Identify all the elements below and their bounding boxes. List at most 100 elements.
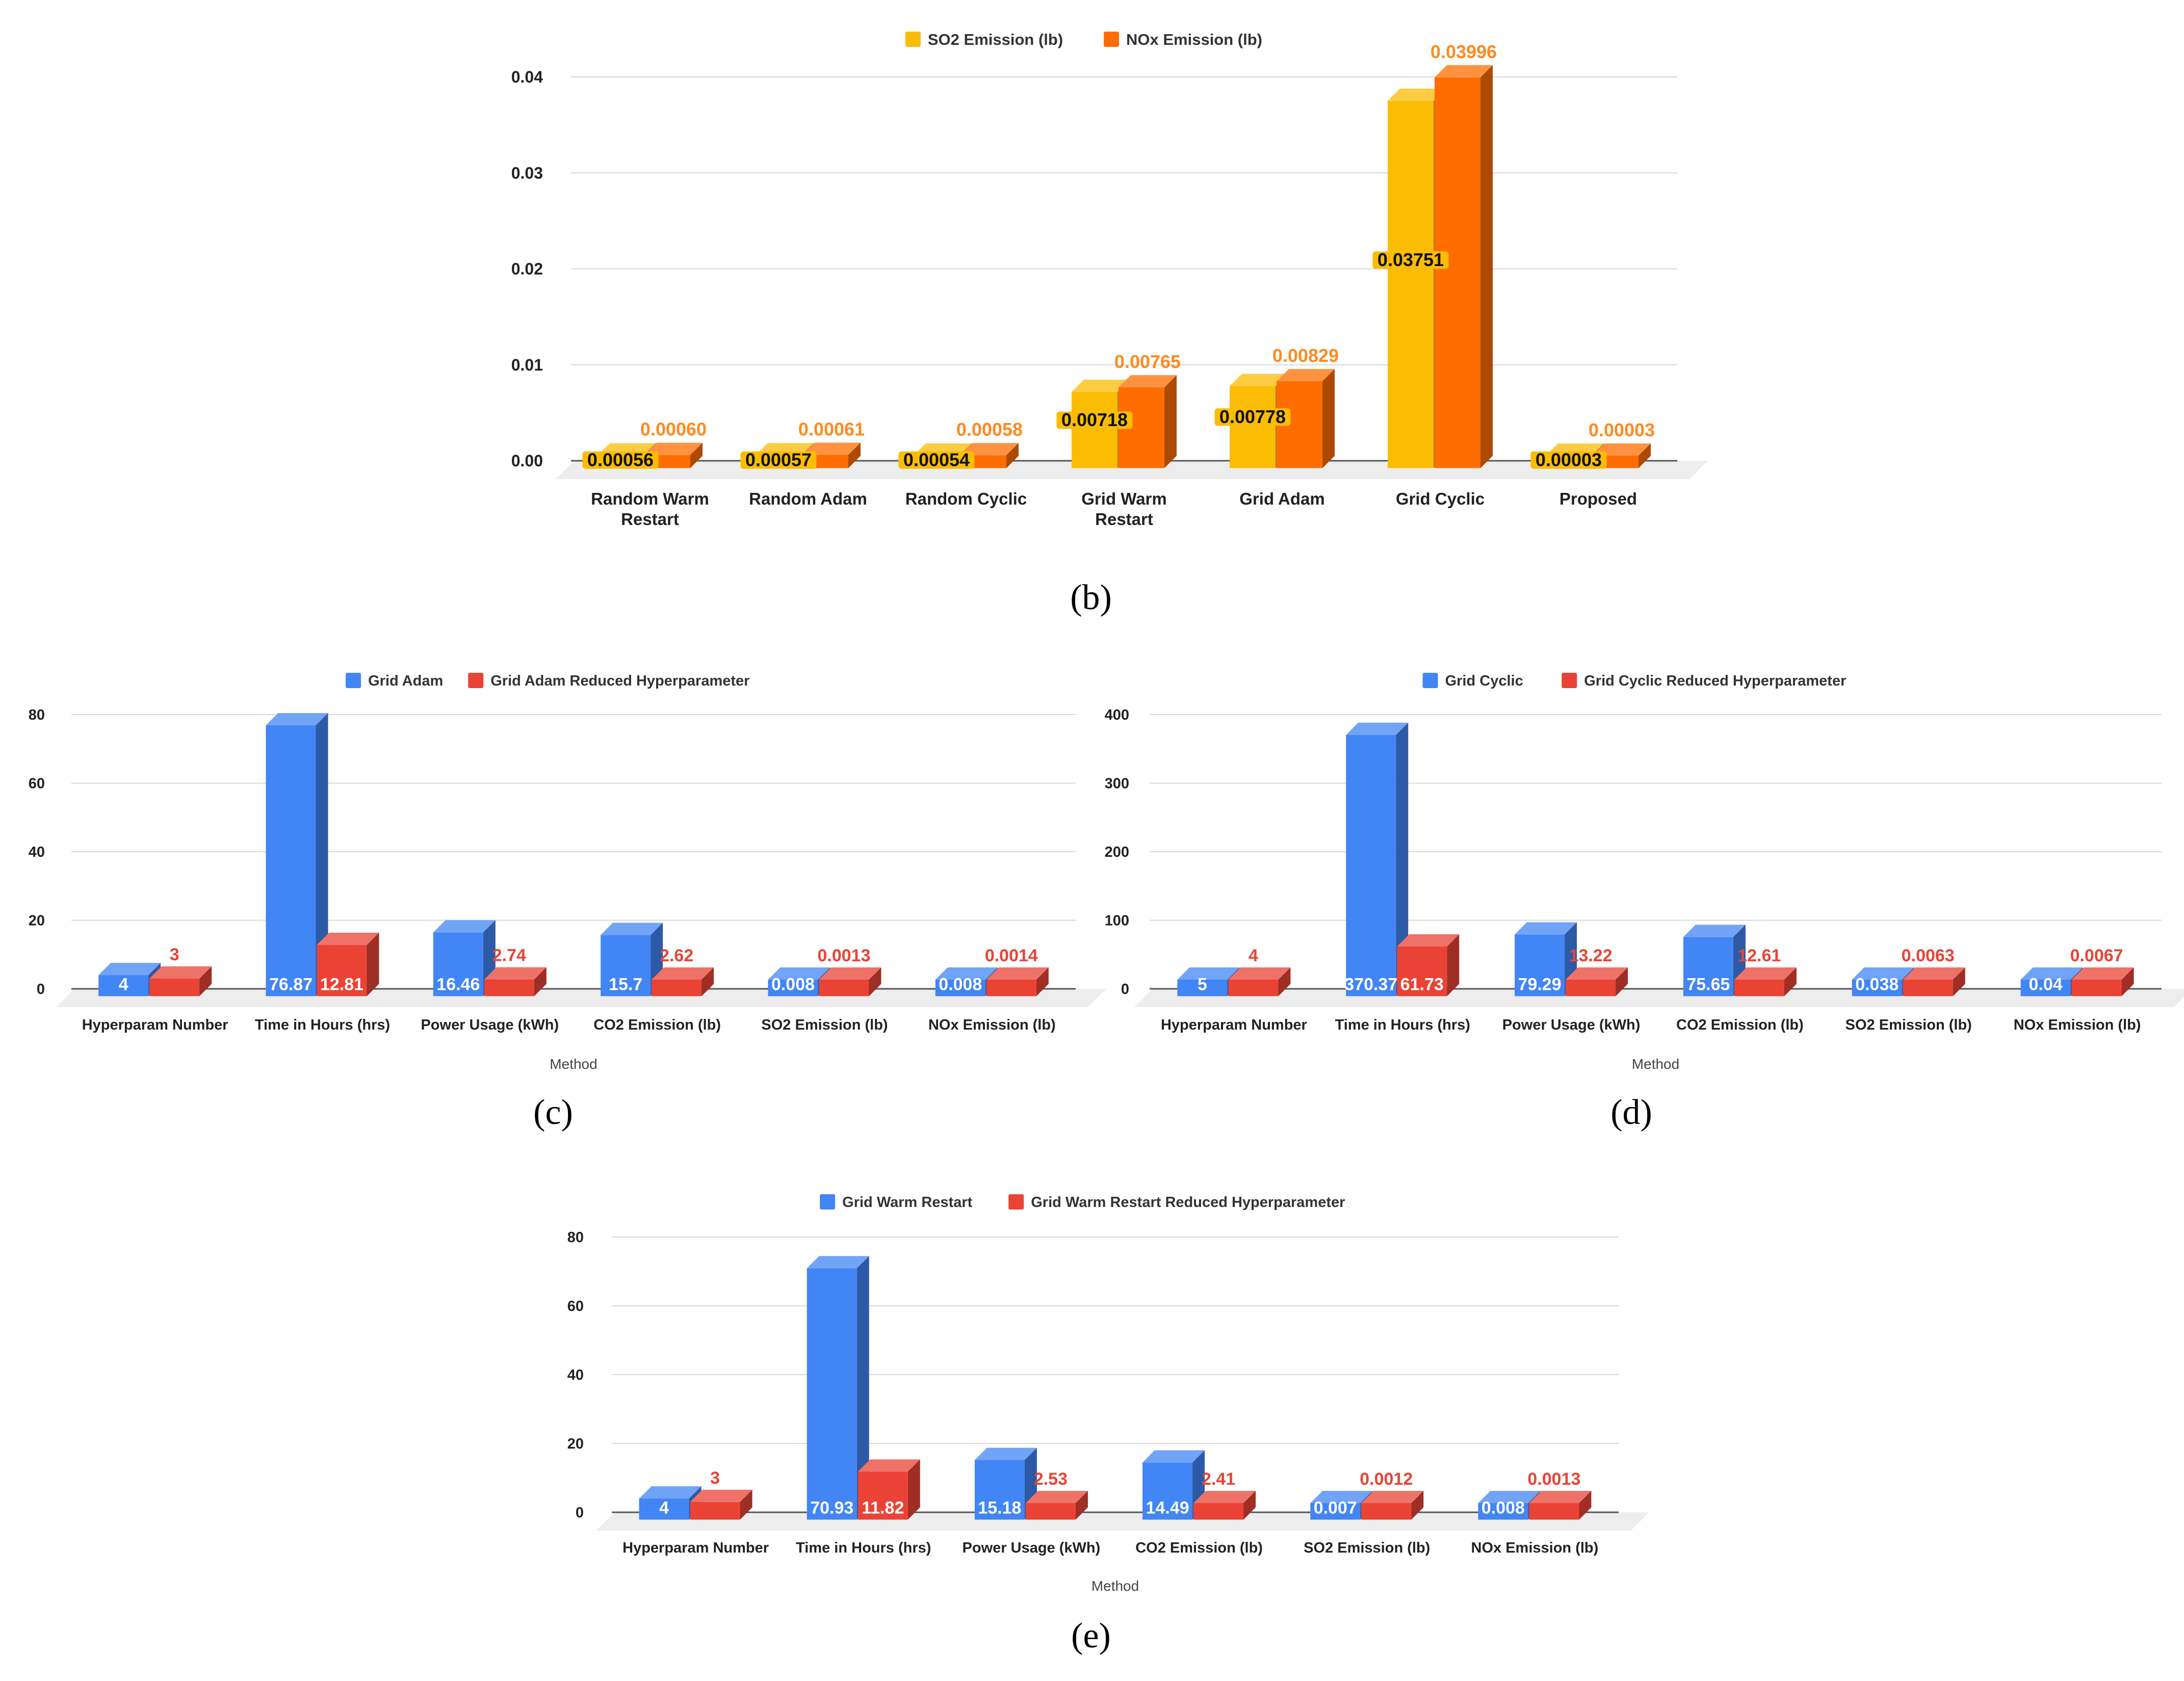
data-label: 0.0012 — [1360, 1469, 1413, 1489]
y-tick-label: 400 — [1105, 707, 1129, 723]
bar-c-2-0-front — [433, 932, 483, 996]
x-tick-label: Restart — [1095, 510, 1153, 529]
data-label-highlight — [740, 451, 817, 469]
data-label: 0.00054 — [903, 449, 970, 470]
bar-d-1-1-front — [1397, 946, 1447, 996]
y-tick-label: 0.01 — [511, 356, 543, 374]
bar-d-5-1-side — [2121, 967, 2134, 996]
y-tick-label: 0.04 — [511, 68, 543, 86]
bar-c-4-0-top — [768, 967, 830, 980]
data-label: 2.74 — [492, 946, 526, 965]
bar-d-5-1-front — [2071, 980, 2122, 996]
bar-b-3-0-front — [1072, 391, 1117, 468]
bar-c-5-1-front — [986, 980, 1036, 996]
data-label: 0.008 — [939, 975, 982, 994]
bar-e-2-0-front — [974, 1460, 1025, 1520]
bar-d-3-1-top — [1734, 967, 1797, 980]
bar-c-4-1-top — [819, 967, 881, 980]
bar-e-4-0-front — [1310, 1503, 1361, 1520]
bar-d-5-1-top — [2071, 967, 2134, 980]
bar-b-2-1-top — [960, 443, 1019, 456]
bar-d-1-1-side — [1447, 934, 1460, 996]
bar-b-6-1-top — [1593, 443, 1651, 456]
x-tick-label: Proposed — [1559, 489, 1637, 508]
y-tick-label: 0.03 — [511, 164, 543, 182]
bar-b-4-1-top — [1277, 369, 1335, 381]
bar-b-5-0-top — [1388, 88, 1446, 101]
x-tick-label: Grid Warm — [1081, 489, 1166, 508]
y-tick-label: 0 — [576, 1505, 584, 1521]
x-tick-label: Time in Hours (hrs) — [1335, 1017, 1470, 1033]
bar-b-4-1-side — [1322, 369, 1335, 468]
legend-swatch — [346, 673, 361, 688]
chart-b: 0.00 0.01 0.02 0.03 0.04 SO2 Emission (lb) NOx… — [511, 31, 1708, 617]
data-label: 0.00765 — [1114, 351, 1181, 372]
panel-caption: (d) — [1610, 1093, 1652, 1132]
data-label: 13.22 — [1569, 946, 1613, 965]
bar-c-2-1-top — [484, 967, 547, 980]
y-tick-label: 100 — [1105, 913, 1129, 929]
bar-b-3-0-top — [1072, 379, 1130, 392]
data-label: 0.00057 — [745, 449, 812, 470]
bar-c-0-1-top — [149, 966, 212, 979]
bar-b-0-1-side — [690, 442, 703, 468]
bar-c-3-1-top — [652, 967, 714, 980]
bar-c-1-0-top — [266, 713, 328, 726]
legend-label: SO2 Emission (lb) — [928, 31, 1063, 48]
bar-c-4-1-side — [869, 967, 881, 996]
bar-b-5-0-front — [1388, 100, 1434, 468]
data-label: 370.37 — [1344, 975, 1397, 994]
data-label: 0.038 — [1855, 975, 1899, 994]
data-label: 5 — [1198, 975, 1207, 994]
legend-label: NOx Emission (lb) — [1126, 31, 1262, 48]
data-label: 2.62 — [660, 946, 693, 965]
data-label: 3 — [710, 1468, 720, 1488]
bar-c-2-1-side — [534, 967, 547, 996]
legend: SO2 Emission (lb) NOx Emission (lb) — [905, 31, 1262, 48]
bar-c-3-1-side — [701, 967, 714, 996]
bar-b-3-1-top — [1119, 375, 1177, 387]
legend-swatch — [820, 1194, 836, 1210]
x-tick-label: Time in Hours (hrs) — [255, 1017, 390, 1033]
bar-b-2-1-side — [1006, 443, 1019, 468]
data-label: 0.03751 — [1377, 249, 1444, 270]
x-tick-label: Hyperparam Number — [82, 1017, 228, 1033]
legend-label: Grid Cyclic Reduced Hyperparameter — [1584, 673, 1846, 689]
x-tick-label: SO2 Emission (lb) — [1845, 1017, 1972, 1033]
data-label: 0.008 — [1481, 1498, 1525, 1517]
x-tick-label: CO2 Emission (lb) — [593, 1017, 721, 1033]
bar-e-1-1-side — [907, 1459, 920, 1520]
bar-d-4-1-front — [1903, 980, 1953, 996]
bar-b-5-1-top — [1435, 65, 1493, 77]
data-label: 76.87 — [269, 975, 313, 994]
data-label: 0.00003 — [1536, 449, 1602, 470]
x-axis-title: Method — [1632, 1056, 1679, 1072]
bar-e-1-0-top — [807, 1256, 869, 1269]
bar-e-3-0-top — [1142, 1450, 1205, 1463]
bar-c-0-1-front — [149, 978, 200, 996]
bar-e-1-0-front — [807, 1268, 857, 1520]
bar-b-0-1-top — [644, 442, 703, 455]
legend: Grid Adam Grid Adam Reduced Hyperparamete… — [346, 673, 749, 689]
data-label: 0.00829 — [1272, 345, 1339, 366]
data-label: 4 — [119, 975, 128, 994]
bar-d-4-1-side — [1953, 967, 1965, 996]
data-label: 0.00718 — [1061, 409, 1128, 430]
data-label-highlight — [1214, 408, 1291, 426]
bar-c-4-0-front — [768, 980, 818, 996]
y-tick-label: 0 — [1121, 981, 1129, 997]
bar-b-4-0-front — [1230, 386, 1276, 468]
data-label: 0.0063 — [1902, 946, 1955, 965]
data-label: 11.82 — [862, 1498, 904, 1517]
bar-c-3-1-front — [652, 980, 702, 996]
y-tick-label: 0.00 — [511, 452, 543, 470]
data-label: 0.0067 — [2070, 946, 2123, 965]
bar-e-4-1-side — [1411, 1491, 1424, 1520]
chart-d: 0 100 200 300 400 Grid Cyclic Grid Cyclic Redu… — [1105, 673, 2184, 1132]
bar-e-4-1-top — [1361, 1491, 1424, 1503]
data-label: 75.65 — [1686, 975, 1730, 994]
data-label: 0.00058 — [956, 419, 1023, 440]
bar-d-2-1-front — [1566, 980, 1616, 996]
bar-b-4-0-top — [1230, 374, 1288, 386]
bar-c-2-0-top — [433, 920, 496, 933]
